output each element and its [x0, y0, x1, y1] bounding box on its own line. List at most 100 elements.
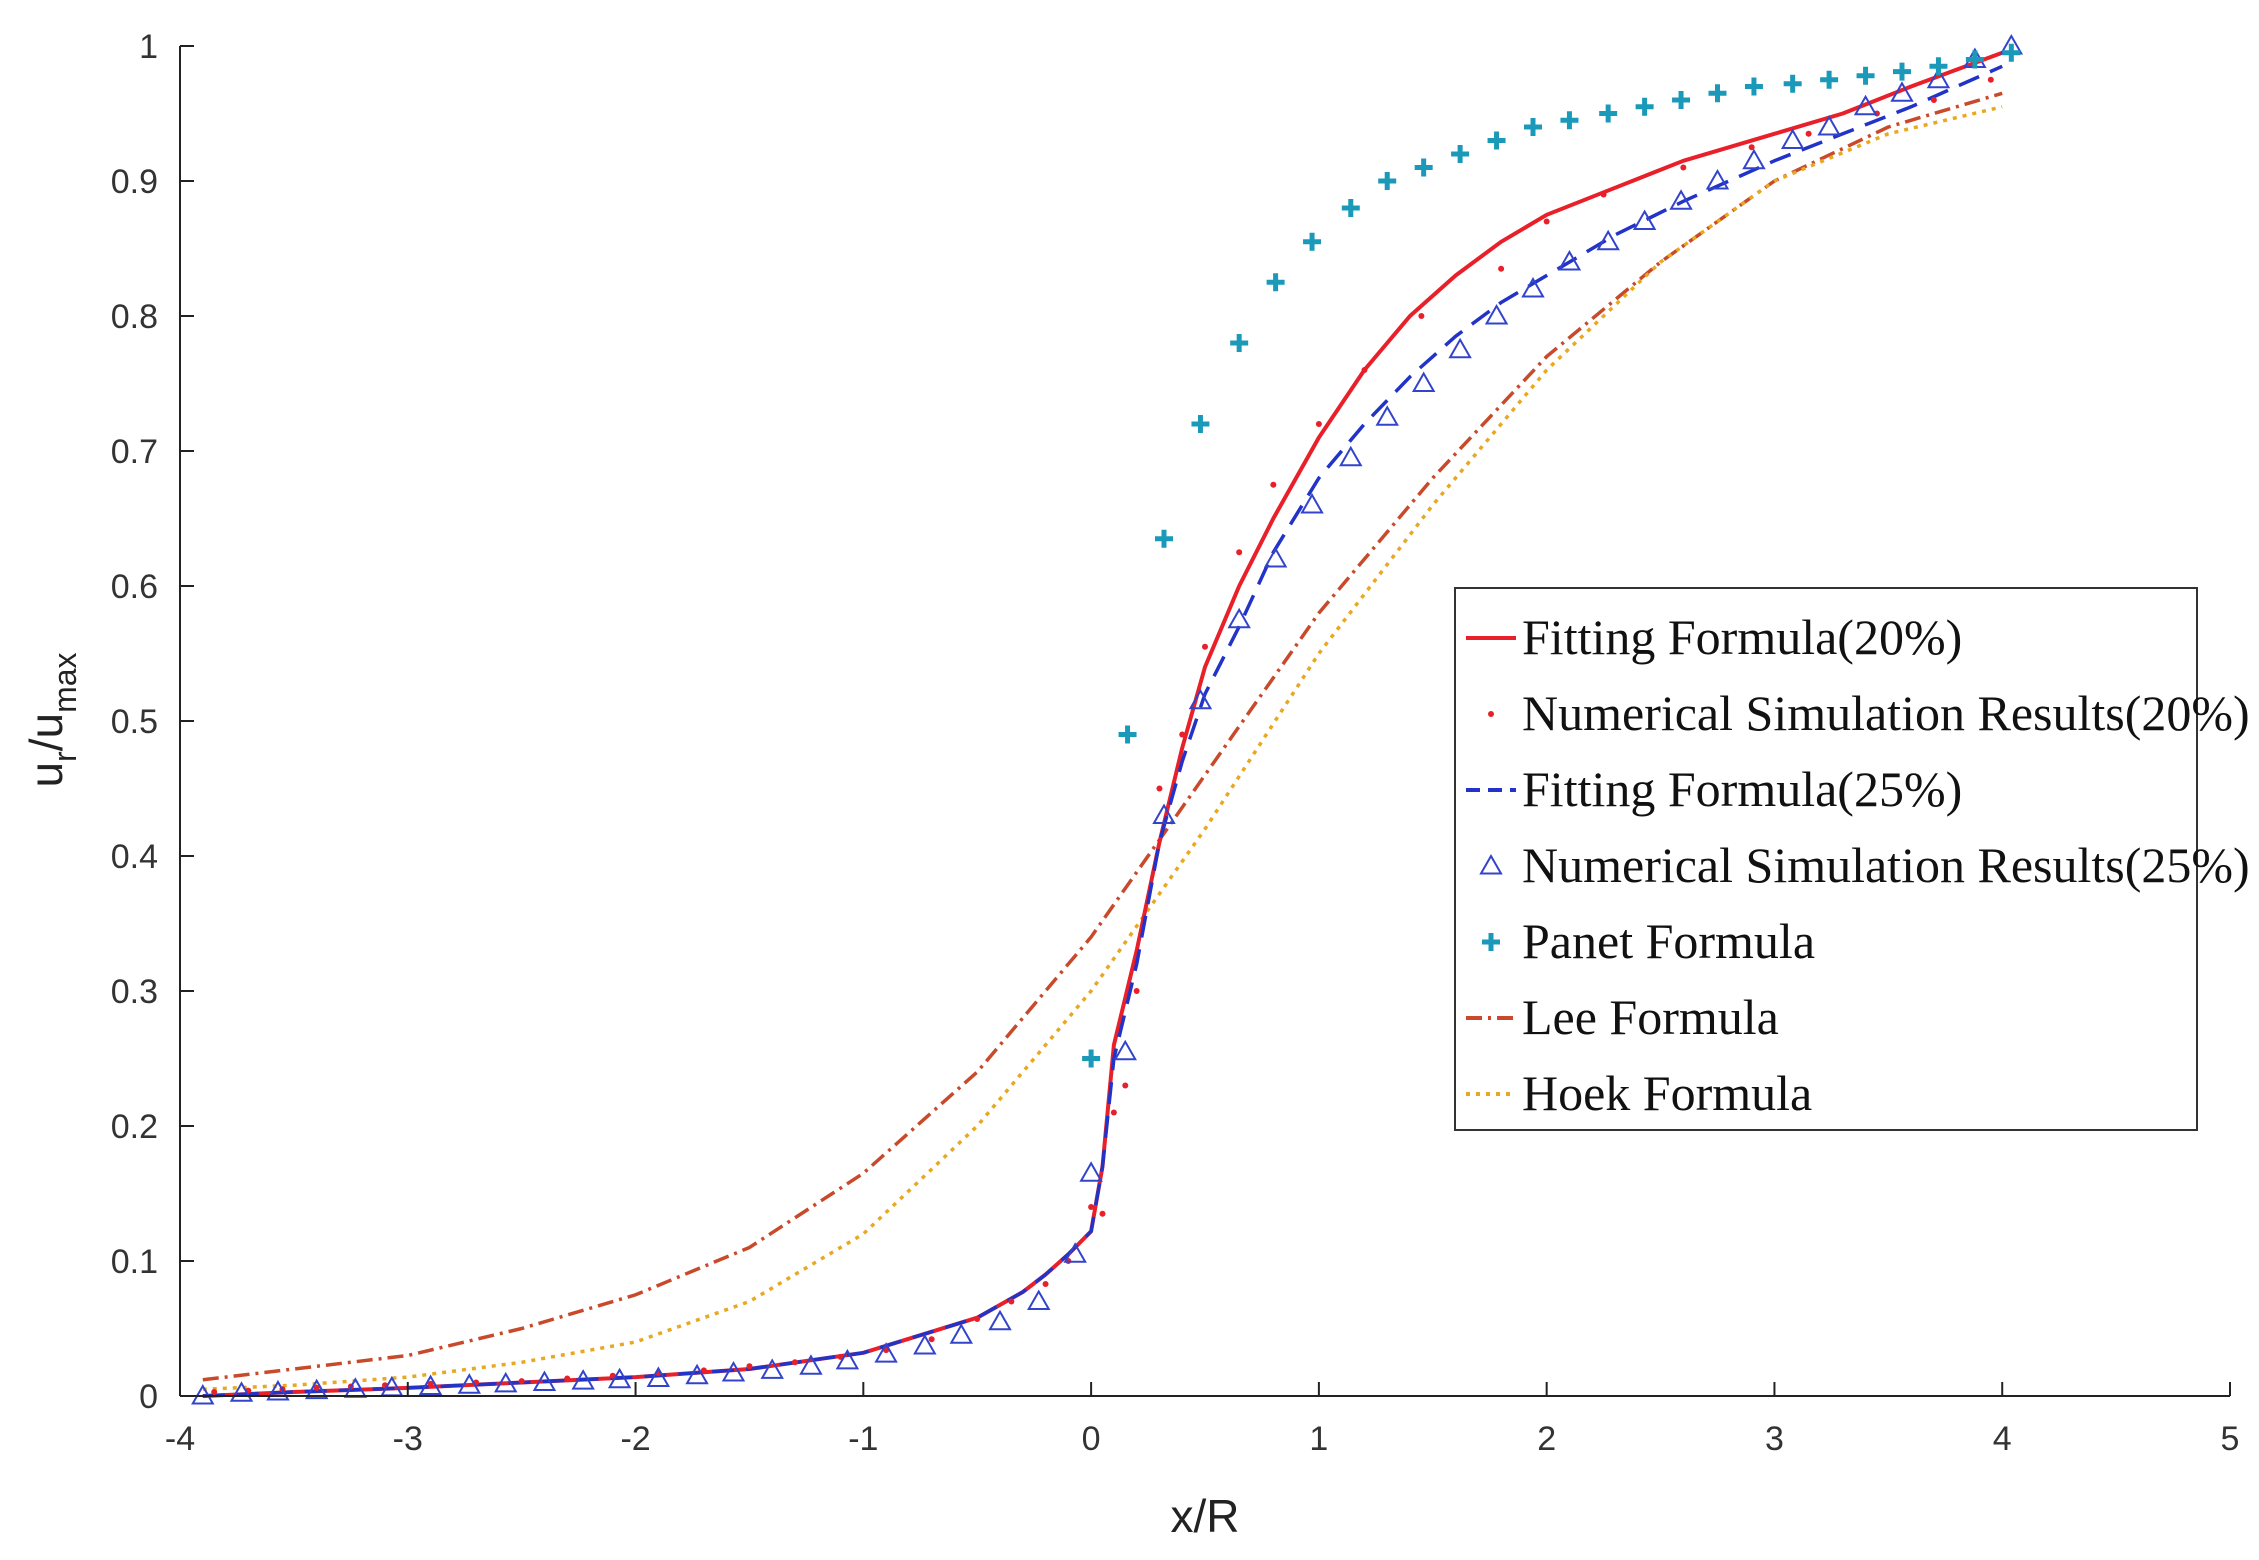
- data-point: [1339, 445, 1363, 467]
- data-point: [1110, 1109, 1117, 1116]
- data-point: [949, 1323, 974, 1344]
- legend-entry: Hoek Formula: [1466, 1065, 1812, 1121]
- data-point: [1744, 77, 1763, 96]
- data-point: [1099, 1210, 1106, 1217]
- data-point: [1008, 1298, 1015, 1305]
- data-point: [1805, 130, 1812, 137]
- x-tick-label: 5: [2221, 1420, 2240, 1458]
- data-point: [1856, 66, 1875, 85]
- y-axis-label-sub-max: max: [47, 652, 83, 712]
- data-point: [1669, 189, 1693, 210]
- series-5: [202, 91, 2003, 1382]
- y-axis-label-base: u: [20, 762, 72, 788]
- data-point: [1484, 303, 1509, 325]
- legend-swatch: [1488, 711, 1494, 717]
- data-point: [1122, 1082, 1129, 1089]
- x-tick-label: -2: [620, 1420, 650, 1458]
- data-point: [799, 1354, 823, 1375]
- data-point: [746, 1363, 753, 1370]
- legend-label: Fitting Formula(20%): [1522, 609, 1962, 665]
- legend-entry: Panet Formula: [1482, 913, 1815, 969]
- data-point: [1411, 371, 1436, 392]
- data-point: [1853, 94, 1878, 116]
- y-tick-labels: 0 0.1 0.2 0.3 0.4 0.5 0.6 0.7 0.8 0.9 1: [111, 28, 158, 1416]
- legend-label: Panet Formula: [1522, 913, 1815, 969]
- data-point: [1227, 607, 1251, 629]
- data-point: [792, 1359, 798, 1366]
- data-point: [1742, 148, 1766, 170]
- data-point: [1378, 172, 1397, 190]
- data-point: [532, 1370, 557, 1391]
- data-point: [1230, 334, 1249, 352]
- data-point: [1987, 76, 1994, 83]
- data-point: [1202, 643, 1208, 650]
- data-point: [1341, 199, 1360, 217]
- series-line: [202, 105, 2003, 1392]
- legend-entry: Fitting Formula(20%): [1466, 609, 1962, 665]
- data-point: [1026, 1289, 1051, 1310]
- data-point: [1780, 128, 1805, 149]
- data-point: [700, 1367, 707, 1374]
- x-tick-label: 2: [1537, 1420, 1556, 1458]
- data-point: [1600, 191, 1607, 198]
- data-point: [1300, 492, 1324, 514]
- y-tick-label: 0.3: [111, 973, 158, 1011]
- data-point: [1705, 168, 1730, 190]
- x-tick-label: 1: [1309, 1420, 1328, 1458]
- data-point: [1315, 421, 1322, 427]
- x-tick-label: 4: [1993, 1420, 2012, 1458]
- data-point: [1521, 276, 1545, 298]
- data-point: [607, 1367, 632, 1389]
- data-point: [211, 1388, 218, 1395]
- legend-swatch: [1482, 933, 1500, 951]
- data-point: [1487, 131, 1506, 150]
- data-point: [304, 1378, 329, 1400]
- data-point: [988, 1309, 1012, 1331]
- legend-label: Numerical Simulation Results(25%): [1522, 837, 2250, 893]
- data-point: [685, 1363, 709, 1385]
- legend-swatch: [1479, 853, 1503, 875]
- x-tick-labels: -4 -3 -2 -1 0 1 2 3 4 5: [165, 1420, 2240, 1458]
- x-tick-label: 0: [1082, 1420, 1101, 1458]
- y-tick-label: 0.2: [111, 1108, 158, 1146]
- data-point: [1635, 97, 1654, 116]
- y-axis-label-sub-r: r: [47, 751, 83, 762]
- data-point: [835, 1348, 860, 1370]
- data-point: [1929, 57, 1948, 76]
- x-tick-label: -1: [848, 1420, 878, 1458]
- y-tick-label: 0.7: [111, 433, 158, 471]
- legend-entries: Fitting Formula(20%) Numerical Simulation…: [1466, 609, 2250, 1121]
- data-point: [1156, 785, 1163, 792]
- data-point: [571, 1369, 595, 1390]
- y-tick-label: 0.6: [111, 568, 158, 606]
- data-point: [1451, 145, 1470, 163]
- x-axis-label: x/R: [1171, 1490, 1240, 1542]
- y-axis-label-slash: /u: [20, 713, 72, 751]
- series-6: [202, 105, 2003, 1392]
- data-point: [1155, 529, 1173, 548]
- y-tick-label: 0: [139, 1378, 158, 1416]
- series-line: [202, 64, 2003, 1398]
- data-point: [1236, 549, 1243, 556]
- data-point: [1448, 337, 1472, 359]
- data-point: [457, 1373, 482, 1394]
- data-point: [493, 1371, 518, 1393]
- data-point: [1263, 546, 1288, 568]
- data-point: [646, 1366, 671, 1387]
- data-point: [1680, 164, 1687, 171]
- data-point: [1965, 50, 1984, 69]
- data-point: [1375, 405, 1399, 426]
- data-point: [1893, 62, 1911, 81]
- data-point: [1418, 313, 1425, 319]
- legend-entry: Numerical Simulation Results(20%): [1488, 685, 2250, 741]
- legend-entry: Lee Formula: [1466, 989, 1779, 1045]
- x-tick-label: -3: [393, 1420, 423, 1458]
- data-point: [1414, 158, 1433, 177]
- data-point: [418, 1374, 443, 1396]
- data-point: [1543, 218, 1550, 225]
- data-point: [1303, 232, 1322, 251]
- legend-label: Fitting Formula(25%): [1522, 761, 1962, 817]
- legend-box: [1454, 587, 2198, 1131]
- y-axis-label: ur/umax: [20, 652, 83, 787]
